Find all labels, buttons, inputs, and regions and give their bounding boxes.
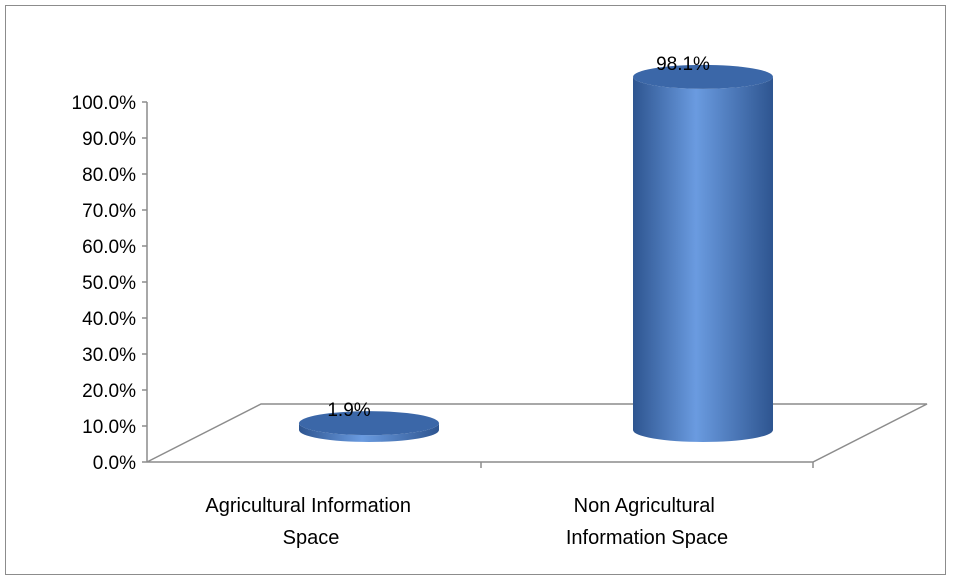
y-tick-label: 30.0% xyxy=(82,345,136,366)
bar-top xyxy=(299,411,439,436)
bar-body xyxy=(633,76,773,442)
y-tick-label: 40.0% xyxy=(82,309,136,330)
bar-body xyxy=(299,423,439,442)
data-label-2: 98.1% xyxy=(656,54,710,75)
y-tick-label: 90.0% xyxy=(82,129,136,150)
chart-floor xyxy=(146,403,928,463)
data-label-1: 1.9% xyxy=(327,400,370,421)
y-tick-label: 70.0% xyxy=(82,201,136,222)
y-tick-label: 0.0% xyxy=(93,453,136,474)
y-tick-label: 20.0% xyxy=(82,381,136,402)
y-tick-label: 10.0% xyxy=(82,417,136,438)
chart-frame xyxy=(5,5,946,575)
y-tick-label: 100.0% xyxy=(72,93,137,114)
category-label-2: Non Agricultural Information Space xyxy=(566,495,728,549)
bar-1 xyxy=(299,411,439,442)
bar-2 xyxy=(633,64,773,442)
y-tick-label: 60.0% xyxy=(82,237,136,258)
y-tick-label: 80.0% xyxy=(82,165,136,186)
y-tick-label: 50.0% xyxy=(82,273,136,294)
bar-top xyxy=(633,64,773,89)
category-label-1: Agricultural Information Space xyxy=(205,495,416,549)
